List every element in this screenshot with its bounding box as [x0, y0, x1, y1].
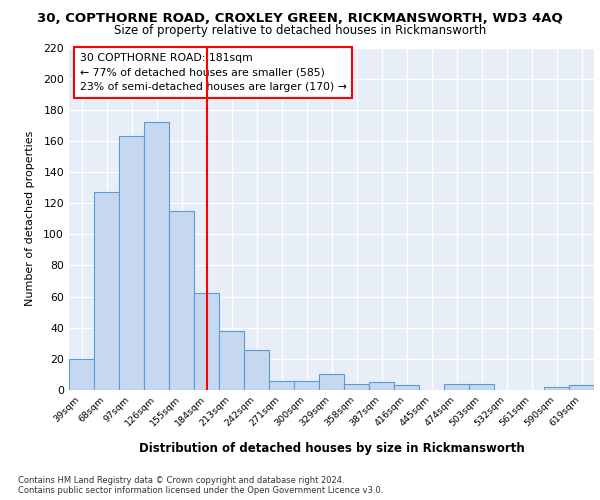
X-axis label: Distribution of detached houses by size in Rickmansworth: Distribution of detached houses by size … — [139, 442, 524, 455]
Bar — [69, 359, 94, 390]
Bar — [219, 331, 244, 390]
Text: 30, COPTHORNE ROAD, CROXLEY GREEN, RICKMANSWORTH, WD3 4AQ: 30, COPTHORNE ROAD, CROXLEY GREEN, RICKM… — [37, 12, 563, 26]
Text: Size of property relative to detached houses in Rickmansworth: Size of property relative to detached ho… — [114, 24, 486, 37]
Bar — [469, 384, 494, 390]
Text: 30 COPTHORNE ROAD: 181sqm
← 77% of detached houses are smaller (585)
23% of semi: 30 COPTHORNE ROAD: 181sqm ← 77% of detac… — [79, 52, 346, 92]
Bar — [169, 211, 194, 390]
Bar — [394, 386, 419, 390]
Bar — [369, 382, 394, 390]
Bar — [294, 380, 319, 390]
Text: Contains HM Land Registry data © Crown copyright and database right 2024.
Contai: Contains HM Land Registry data © Crown c… — [18, 476, 383, 495]
Bar — [119, 136, 144, 390]
Bar — [544, 387, 569, 390]
Bar — [94, 192, 119, 390]
Bar — [144, 122, 169, 390]
Bar — [319, 374, 344, 390]
Bar — [444, 384, 469, 390]
Bar — [269, 380, 294, 390]
Bar — [569, 386, 594, 390]
Y-axis label: Number of detached properties: Number of detached properties — [25, 131, 35, 306]
Bar — [244, 350, 269, 390]
Bar — [194, 294, 219, 390]
Bar — [344, 384, 369, 390]
